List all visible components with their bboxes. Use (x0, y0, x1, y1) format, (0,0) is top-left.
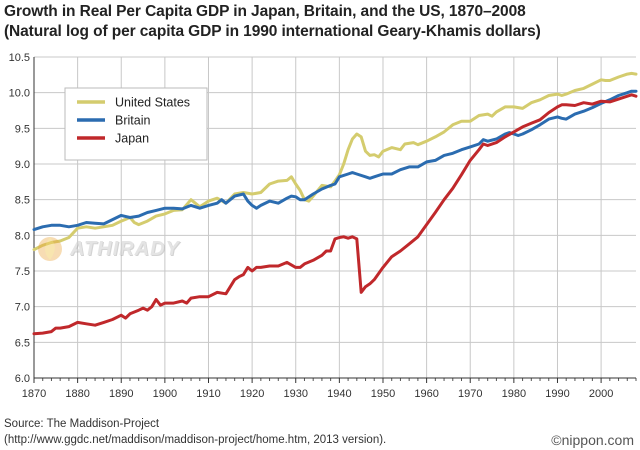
source-label: Source: The Maddison-Project (4, 418, 160, 430)
x-tick-label: 1920 (240, 388, 264, 400)
y-tick-label: 6.0 (15, 373, 30, 385)
series-line-united-states (32, 71, 638, 252)
axes: 6.0 6.5 7.0 7.5 8.0 8.5 9.0 9.5 10.0 10.5 1870 1880… (9, 52, 637, 400)
series-line-britain (32, 89, 638, 232)
y-tick-label: 9.0 (15, 159, 30, 171)
watermark-logo: ATHIRADY (32, 232, 212, 264)
x-tick-label: 1890 (109, 388, 133, 400)
x-tick-label: 1870 (22, 388, 46, 400)
y-tick-label: 8.0 (15, 230, 30, 242)
credit-label: ©nippon.com (551, 432, 634, 448)
x-tick-label: 1910 (196, 388, 220, 400)
watermark-text: ATHIRADY (70, 238, 180, 260)
legend-label: Britain (115, 114, 150, 128)
x-tick-label: 1970 (458, 388, 482, 400)
x-tick-label: 2000 (589, 388, 613, 400)
x-tick-label: 1990 (545, 388, 569, 400)
x-tick-label: 1900 (153, 388, 177, 400)
x-tick-label: 1880 (65, 388, 89, 400)
x-tick-label: 1930 (283, 388, 307, 400)
legend-box (64, 87, 208, 161)
x-tick-label: 1980 (502, 388, 526, 400)
y-tick-label: 7.5 (15, 266, 30, 278)
y-tick-label: 10.0 (9, 88, 30, 100)
x-tick-label: 1940 (327, 388, 351, 400)
legend-label: United States (115, 96, 190, 110)
chart-subtitle: (Natural log of per capita GDP in 1990 i… (4, 23, 541, 40)
legend-label: Japan (115, 132, 149, 146)
x-tick-label: 1950 (371, 388, 395, 400)
legend: United States Britain Japan (64, 87, 208, 161)
series-lines (32, 71, 638, 336)
y-tick-label: 7.0 (15, 302, 30, 314)
x-tick-label: 1960 (414, 388, 438, 400)
y-tick-label: 8.5 (15, 195, 30, 207)
chart-title: Growth in Real Per Capita GDP in Japan, … (4, 3, 526, 20)
y-tick-label: 9.5 (15, 123, 30, 135)
y-tick-label: 6.5 (15, 337, 30, 349)
series-line-japan (32, 93, 638, 336)
flame-icon (38, 237, 62, 261)
y-tick-label: 10.5 (9, 52, 30, 64)
source-url: (http://www.ggdc.net/maddison/maddison-p… (4, 434, 387, 446)
